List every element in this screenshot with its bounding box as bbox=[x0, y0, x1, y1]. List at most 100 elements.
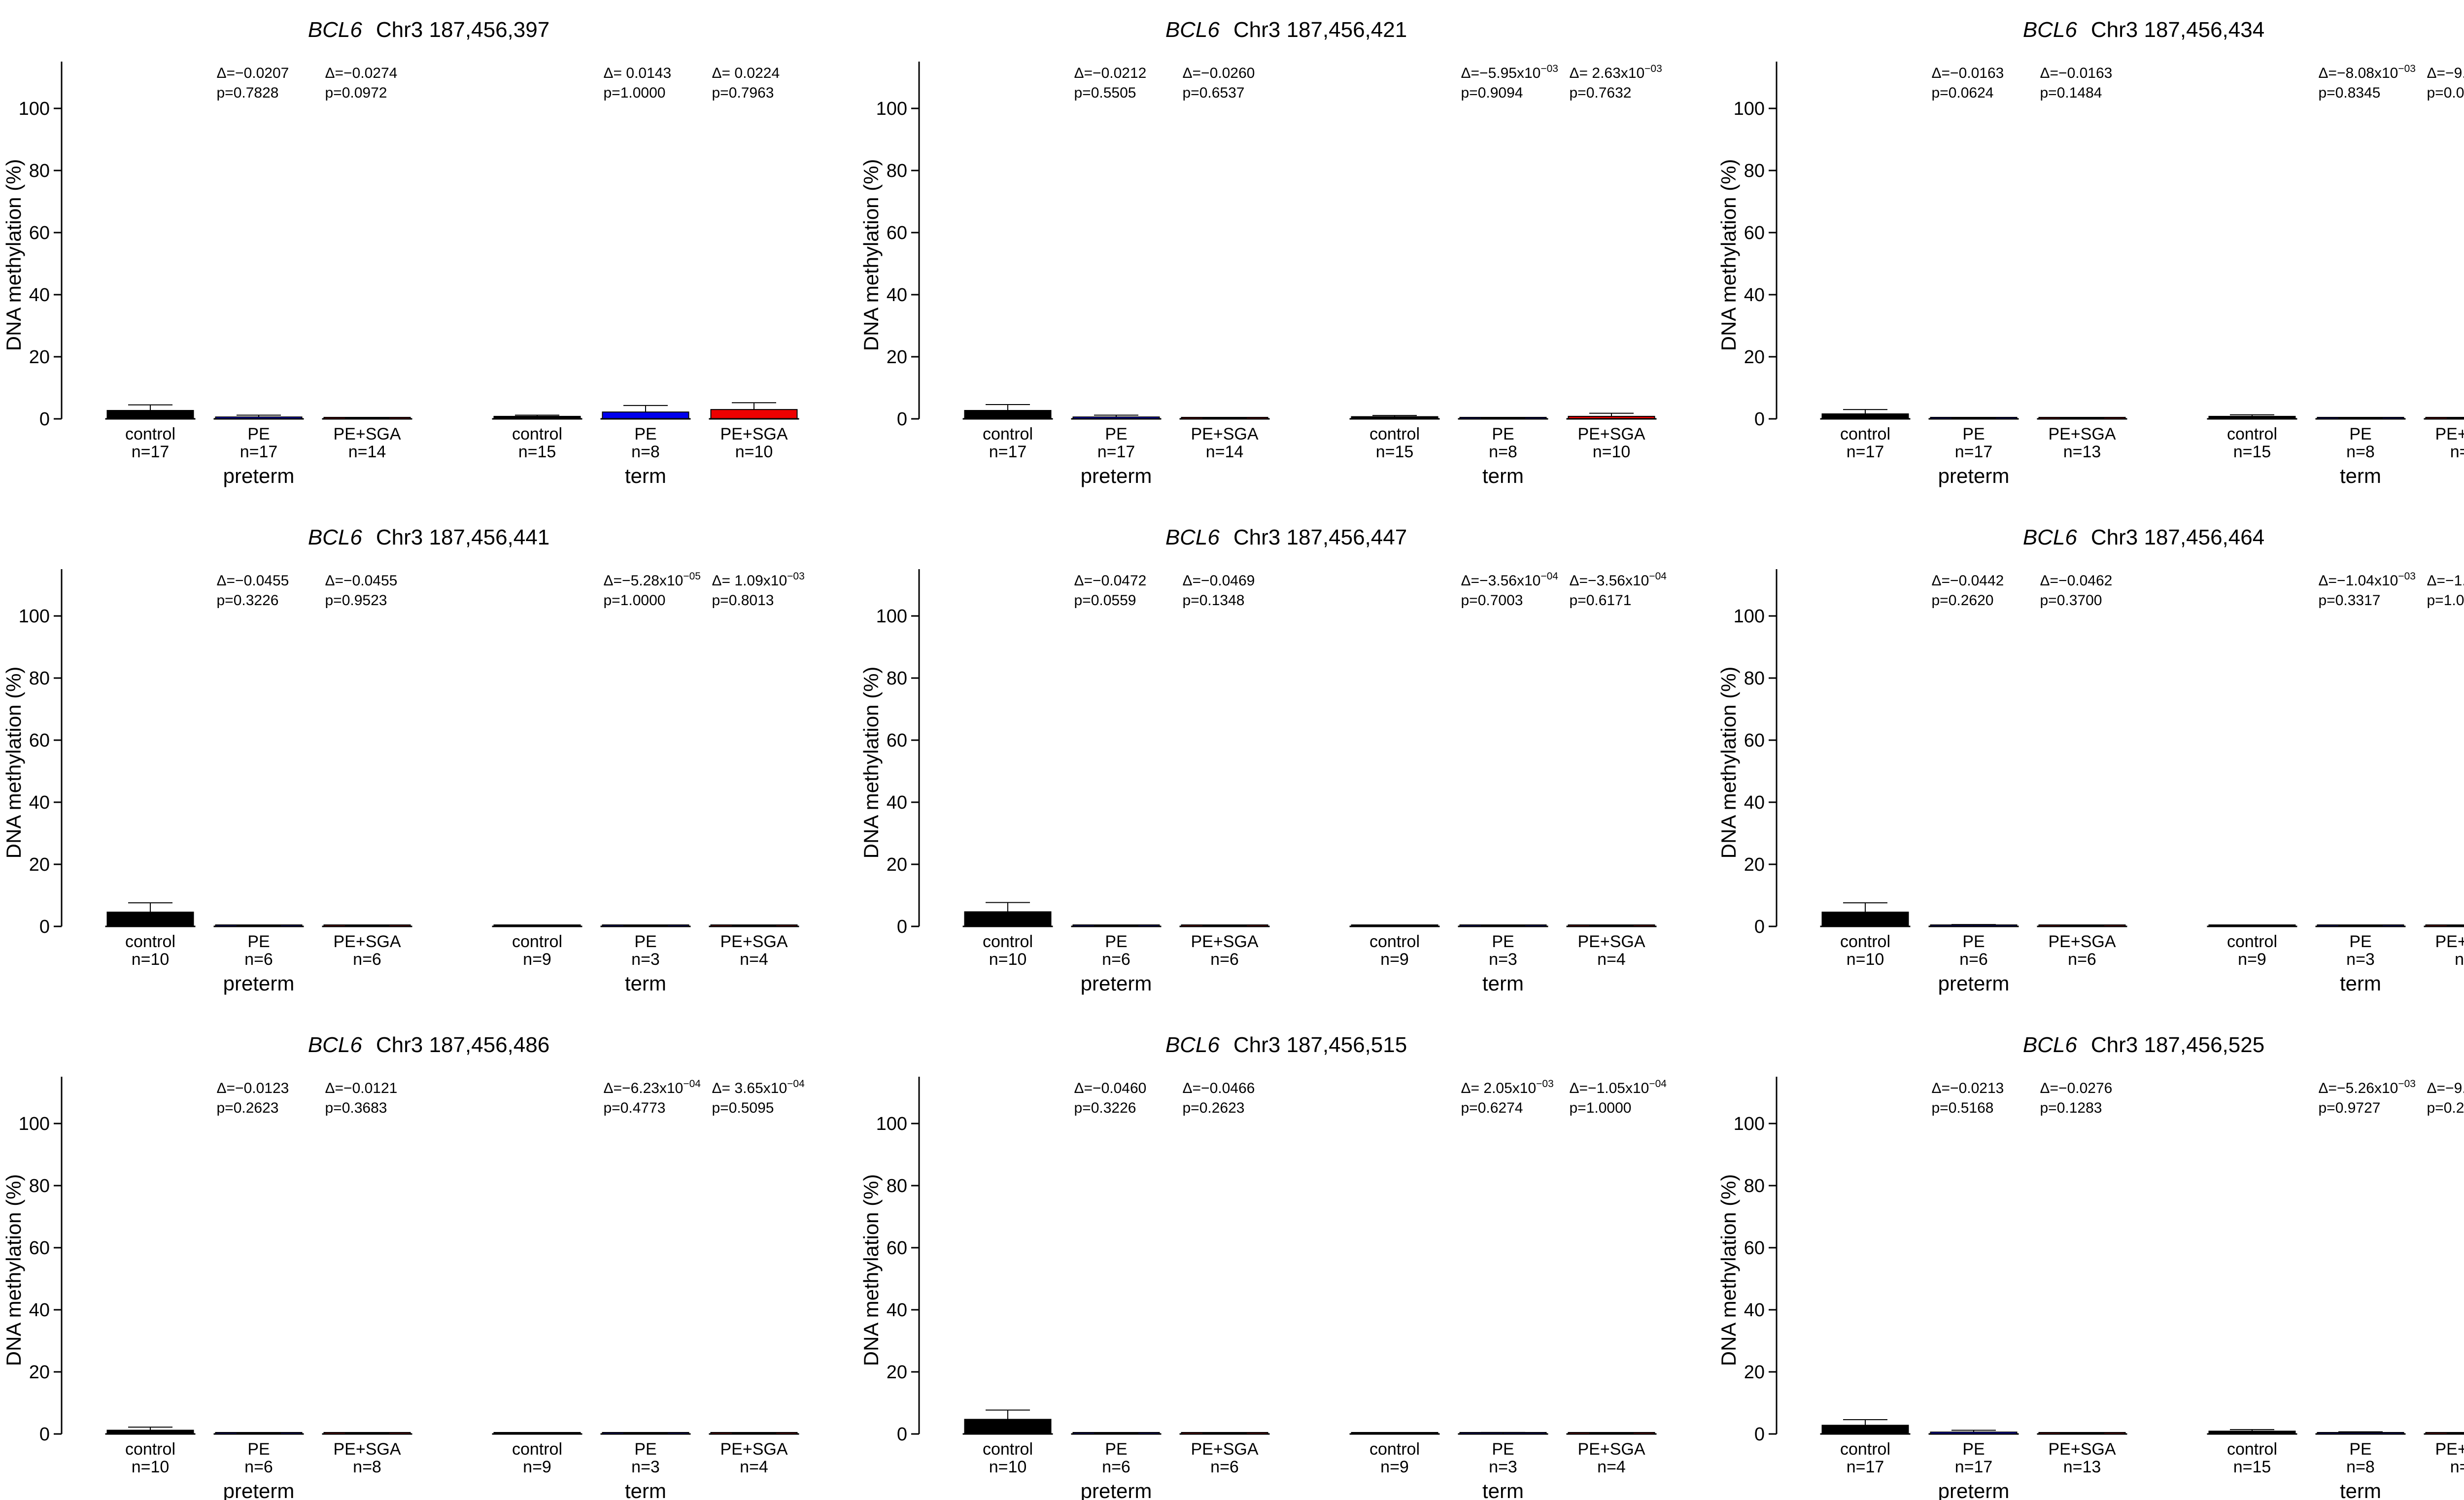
group-label: term bbox=[1482, 972, 1524, 995]
p-value: p=0.8013 bbox=[712, 592, 774, 609]
group-label: preterm bbox=[1081, 464, 1152, 487]
delta-exponent: −04 bbox=[683, 1078, 701, 1090]
category-label: control bbox=[1840, 1440, 1890, 1459]
y-tick-label: 20 bbox=[1744, 1362, 1765, 1383]
p-value: p=0.2219 bbox=[2427, 1100, 2464, 1116]
delta-value: Δ=−6.23x10 bbox=[604, 1080, 684, 1096]
category-label: control bbox=[125, 1440, 175, 1459]
delta-value: Δ=−0.0276 bbox=[2040, 1080, 2113, 1096]
y-tick-label: 60 bbox=[887, 1238, 907, 1259]
y-axis-label: DNA methylation (%) bbox=[1717, 159, 1740, 351]
group-label: preterm bbox=[1938, 972, 2010, 995]
y-tick-label: 60 bbox=[1744, 730, 1765, 751]
category-label: PE+SGA bbox=[2435, 425, 2464, 443]
delta-exponent: −05 bbox=[683, 571, 701, 582]
sample-size-label: n=17 bbox=[1955, 443, 1993, 461]
p-value: p=0.7828 bbox=[217, 85, 279, 101]
y-tick-label: 80 bbox=[887, 1176, 907, 1196]
category-label: PE bbox=[1962, 425, 1985, 443]
y-tick-label: 40 bbox=[1744, 792, 1765, 813]
category-label: control bbox=[1840, 425, 1890, 443]
bar bbox=[1821, 912, 1909, 927]
sample-size-label: n=3 bbox=[1489, 1458, 1517, 1476]
delta-annotation: Δ=−0.0163 bbox=[2040, 65, 2113, 81]
sample-size-label: n=15 bbox=[2233, 1458, 2271, 1476]
delta-annotation: Δ=−3.56x10−04 bbox=[1570, 571, 1667, 589]
category-label: PE bbox=[247, 1440, 270, 1459]
delta-value: Δ= 2.05x10 bbox=[1461, 1080, 1537, 1096]
category-label: control bbox=[512, 1440, 562, 1459]
category-label: PE bbox=[2349, 932, 2371, 951]
delta-exponent: −04 bbox=[1649, 571, 1667, 582]
y-axis-label: DNA methylation (%) bbox=[859, 667, 883, 859]
p-value: p=0.0972 bbox=[325, 85, 387, 101]
sample-size-label: n=17 bbox=[132, 443, 170, 461]
category-label: control bbox=[983, 932, 1033, 951]
delta-annotation: Δ=−0.0213 bbox=[1932, 1080, 2004, 1096]
category-label: PE bbox=[1105, 425, 1127, 443]
category-label: PE bbox=[1105, 1440, 1127, 1459]
group-label: preterm bbox=[223, 972, 295, 995]
y-tick-label: 100 bbox=[1734, 99, 1765, 119]
chart-panel: BCL6 Chr3 187,456,486 0 20 40 60 80 100 DNA meth… bbox=[2, 1033, 805, 1500]
category-label: PE+SGA bbox=[1191, 425, 1258, 443]
category-label: PE bbox=[1492, 932, 1514, 951]
sample-size-label: n=9 bbox=[1380, 950, 1409, 969]
sample-size-label: n=17 bbox=[989, 443, 1027, 461]
delta-value: Δ=−1.04x10 bbox=[2319, 573, 2398, 589]
gene-name: BCL6 bbox=[2023, 18, 2078, 42]
chart-panel: BCL6 Chr3 187,456,525 0 20 40 60 80 100 DNA meth… bbox=[1717, 1033, 2464, 1500]
y-tick-label: 40 bbox=[29, 285, 50, 306]
y-tick-label: 40 bbox=[887, 792, 907, 813]
sample-size-label: n=10 bbox=[1847, 950, 1884, 969]
p-value: p=0.1348 bbox=[1183, 592, 1245, 609]
chart-panel: BCL6 Chr3 187,456,515 0 20 40 60 80 100 DNA meth… bbox=[859, 1033, 1667, 1500]
chart-panel: BCL6 Chr3 187,456,397 0 20 40 60 80 100 DNA meth… bbox=[2, 18, 799, 487]
panel-title: BCL6 Chr3 187,456,421 bbox=[1165, 18, 1407, 42]
y-tick-label: 40 bbox=[29, 1300, 50, 1321]
locus-label: Chr3 187,456,434 bbox=[2091, 18, 2264, 42]
p-value: p=0.5168 bbox=[1932, 1100, 1994, 1116]
sample-size-label: n=9 bbox=[523, 1458, 551, 1476]
y-tick-label: 100 bbox=[19, 1114, 50, 1134]
delta-value: Δ=−1.50x10 bbox=[2427, 573, 2464, 589]
bar bbox=[1821, 413, 1909, 419]
p-value: p=0.6274 bbox=[1461, 1100, 1523, 1116]
category-label: control bbox=[1369, 1440, 1420, 1459]
sample-size-label: n=6 bbox=[1210, 1458, 1239, 1476]
group-label: preterm bbox=[1938, 464, 2010, 487]
panel-title: BCL6 Chr3 187,456,397 bbox=[308, 18, 549, 42]
category-label: control bbox=[1369, 932, 1420, 951]
category-label: PE+SGA bbox=[2435, 1440, 2464, 1459]
delta-value: Δ=−0.0455 bbox=[325, 573, 398, 589]
delta-annotation: Δ= 0.0224 bbox=[712, 65, 780, 81]
p-value: p=0.7963 bbox=[712, 85, 774, 101]
delta-annotation: Δ= 2.63x10−03 bbox=[1570, 63, 1662, 81]
y-axis-label: DNA methylation (%) bbox=[2, 159, 25, 351]
y-tick-label: 0 bbox=[897, 917, 907, 937]
delta-value: Δ=−0.0212 bbox=[1074, 65, 1147, 81]
y-tick-label: 40 bbox=[1744, 285, 1765, 306]
delta-value: Δ= 0.0143 bbox=[604, 65, 672, 81]
sample-size-label: n=17 bbox=[1097, 443, 1135, 461]
sample-size-label: n=8 bbox=[2346, 443, 2375, 461]
delta-exponent: −04 bbox=[787, 1078, 805, 1090]
delta-annotation: Δ=−8.08x10−03 bbox=[2319, 63, 2416, 81]
delta-value: Δ= 3.65x10 bbox=[712, 1080, 787, 1096]
y-tick-label: 60 bbox=[887, 223, 907, 243]
delta-annotation: Δ=−0.0472 bbox=[1074, 573, 1147, 589]
delta-exponent: −03 bbox=[1540, 63, 1558, 74]
p-value: p=0.5095 bbox=[712, 1100, 774, 1116]
p-value: p=0.2620 bbox=[1932, 592, 1994, 609]
p-value: p=0.3683 bbox=[325, 1100, 387, 1116]
y-tick-label: 0 bbox=[39, 1424, 50, 1445]
delta-annotation: Δ=−0.0455 bbox=[325, 573, 398, 589]
sample-size-label: n=8 bbox=[353, 1458, 381, 1476]
group-label: term bbox=[1482, 1479, 1524, 1500]
gene-name: BCL6 bbox=[308, 525, 363, 549]
delta-annotation: Δ=−5.95x10−03 bbox=[1461, 63, 1558, 81]
y-tick-label: 60 bbox=[29, 1238, 50, 1259]
p-value: p=0.9523 bbox=[325, 592, 387, 609]
delta-value: Δ=−0.0123 bbox=[217, 1080, 289, 1096]
